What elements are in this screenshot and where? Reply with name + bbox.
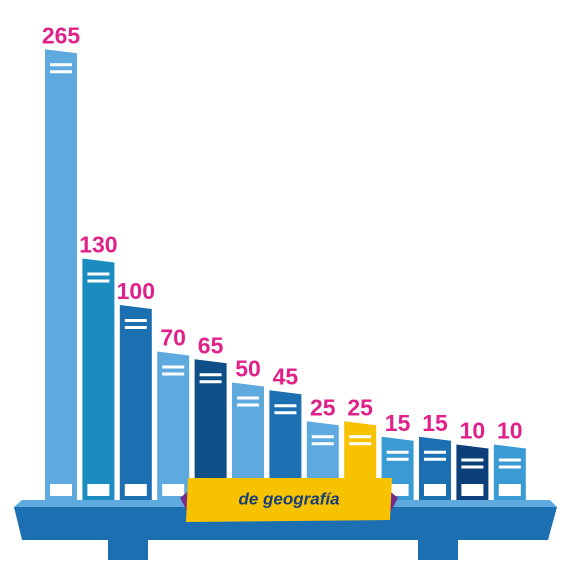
bar-stripe — [424, 457, 446, 461]
value-label: 100 — [117, 278, 155, 304]
bar-stripe — [50, 70, 72, 74]
value-label: 15 — [422, 410, 448, 436]
bar-stripe — [461, 458, 484, 462]
bar-stripe — [162, 365, 185, 369]
bar — [45, 49, 77, 502]
bar — [82, 258, 115, 502]
bar — [119, 305, 152, 502]
bar-stripe — [87, 272, 110, 276]
bar-stripe — [311, 442, 334, 446]
bar-stripe — [461, 465, 484, 469]
value-label: 10 — [460, 418, 486, 444]
value-label: 45 — [273, 363, 299, 389]
bar — [269, 390, 302, 502]
bar-stripe — [199, 380, 222, 384]
bar-foot — [498, 484, 521, 496]
banner-text: de geografía — [238, 489, 339, 508]
bar-foot — [386, 484, 409, 496]
bar-stripe — [274, 411, 297, 415]
bar-stripe — [237, 403, 259, 407]
bar-stripe — [386, 457, 409, 461]
bar-stripe — [498, 465, 521, 469]
bar-stripe — [349, 435, 372, 439]
bar — [157, 351, 190, 502]
bar-stripe — [87, 279, 110, 283]
value-label: 25 — [310, 394, 336, 420]
value-label: 130 — [79, 232, 117, 258]
bar-foot — [124, 484, 147, 496]
bar-stripe — [424, 450, 446, 454]
value-label: 265 — [42, 22, 81, 48]
bar-foot — [50, 484, 72, 496]
value-label: 10 — [497, 418, 523, 444]
bar-stripe — [274, 404, 297, 408]
bar-foot — [461, 484, 484, 496]
value-label: 70 — [160, 325, 186, 351]
value-label: 65 — [198, 332, 224, 358]
bar — [194, 359, 227, 502]
bar-stripe — [349, 442, 372, 446]
bar-stripe — [237, 396, 259, 400]
shelf-front — [14, 507, 557, 540]
bar-stripe — [199, 373, 222, 377]
value-label: 25 — [347, 394, 373, 420]
bar-stripe — [498, 458, 521, 462]
bar-stripe — [124, 319, 147, 322]
bar-foot — [424, 484, 446, 496]
bar-foot — [87, 484, 110, 496]
bar-stripe — [386, 450, 409, 454]
banner — [186, 478, 392, 522]
bar-foot — [162, 484, 185, 496]
bar — [232, 382, 264, 502]
bar-stripe — [162, 372, 185, 376]
value-label: 50 — [235, 356, 261, 382]
bar-stripe — [124, 326, 147, 329]
bar-stripe — [311, 435, 334, 439]
bar-stripe — [50, 63, 72, 67]
value-label: 15 — [385, 410, 411, 436]
